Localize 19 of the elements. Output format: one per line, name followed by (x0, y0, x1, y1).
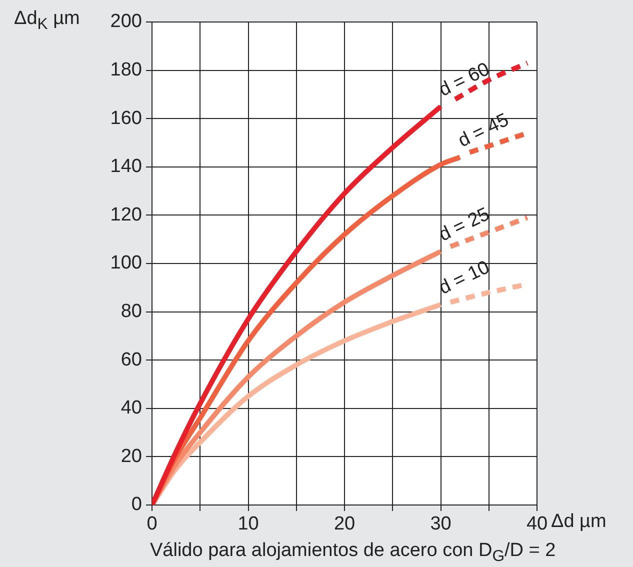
x-tick-label: 10 (238, 514, 259, 535)
y-axis-title: Δd$_{K}$ µm (14, 8, 80, 34)
x-tick-label: 30 (430, 514, 452, 535)
x-axis-title: Δd µm (551, 511, 606, 533)
text: Válido para alojamientos de acero con D$_{G}$/D = 2 (150, 540, 556, 566)
x-tick-label: 40 (526, 514, 548, 535)
y-tick-label: 160 (110, 108, 142, 129)
y-tick-label: 60 (120, 349, 142, 370)
y-tick-label: 0 (131, 494, 142, 516)
x-tick-label: 20 (334, 514, 356, 535)
y-tick-label: 100 (110, 252, 142, 274)
y-tick-label: 140 (110, 156, 142, 178)
y-tick-label: 40 (120, 398, 142, 419)
y-tick-label: 20 (120, 446, 142, 467)
y-tick-label: 180 (110, 60, 142, 81)
y-tick-label: 200 (110, 11, 142, 32)
x-tick-label: 0 (146, 514, 158, 535)
y-tick-label: 120 (110, 204, 142, 226)
y-tick-label: 80 (120, 301, 142, 322)
